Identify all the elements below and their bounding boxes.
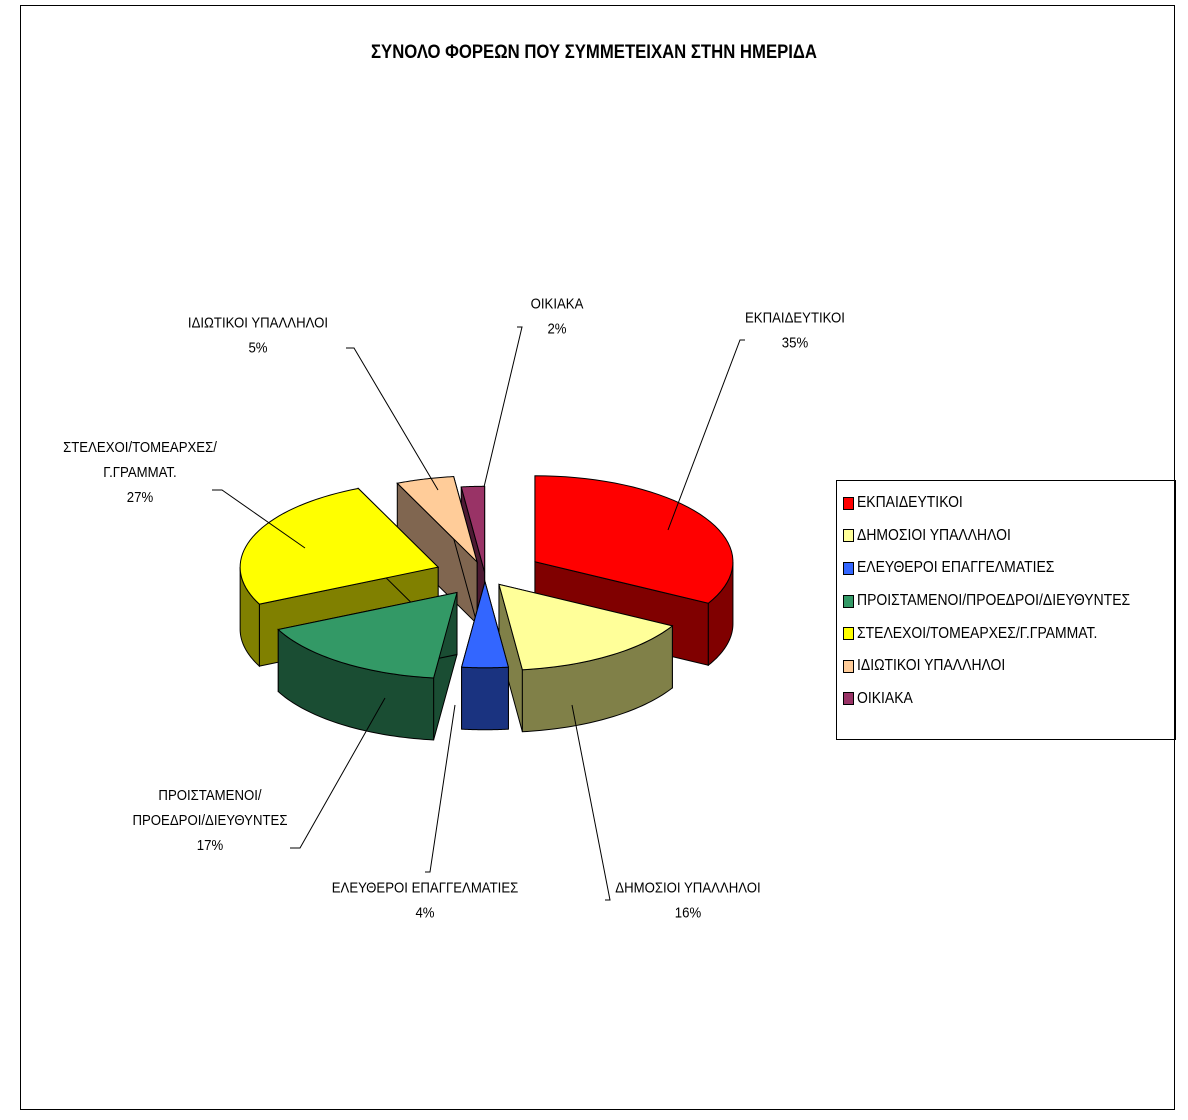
data-label-text: ΔΗΜΟΣΙΟΙ ΥΠΑΛΛΗΛΟΙ (615, 879, 760, 896)
leader-line (667, 339, 745, 531)
data-label: ΙΔΙΩΤΙΚΟΙ ΥΠΑΛΛΗΛΟΙ 5% (188, 314, 439, 491)
data-label-text: ΠΡΟΙΣΤΑΜΕΝΟΙ/ (158, 786, 261, 803)
data-label-text: ΕΚΠΑΙΔΕΥΤΙΚΟΙ (745, 309, 845, 326)
legend-swatch (843, 529, 854, 543)
data-label-text: ΙΔΙΩΤΙΚΟΙ ΥΠΑΛΛΗΛΟΙ (188, 314, 328, 331)
legend-label: ΠΡΟΙΣΤΑΜΕΝΟΙ/ΠΡΟΕΔΡΟΙ/ΔΙΕΥΘΥΝΤΕΣ (857, 592, 1131, 610)
pie-slice (396, 476, 479, 626)
data-label-text: ΕΛΕΥΘΕΡΟΙ ΕΠΑΓΓΕΛΜΑΤΙΕΣ (332, 879, 519, 896)
chart-frame (20, 5, 1175, 1110)
legend-swatch (843, 496, 854, 510)
leader-line (346, 347, 439, 491)
data-label-text: ΣΤΕΛΕΧΟΙ/ΤΟΜΕΑΡΧΕΣ/ (63, 438, 217, 455)
legend-label: ΣΤΕΛΕΧΟΙ/ΤΟΜΕΑΡΧΕΣ/Γ.ΓΡΑΜΜΑΤ. (857, 624, 1098, 642)
legend-label: ΕΚΠΑΙΔΕΥΤΙΚΟΙ (857, 494, 963, 512)
leader-line (425, 704, 456, 873)
data-label-text: 4% (415, 904, 434, 921)
data-label-text: 35% (782, 334, 809, 351)
legend-item: ΙΔΙΩΤΙΚΟΙ ΥΠΑΛΛΗΛΟΙ (843, 650, 1175, 683)
data-label-text: 5% (248, 339, 267, 356)
data-label-text: 17% (197, 836, 224, 853)
data-label: ΟΙΚΙΑΚΑ 2% (483, 295, 584, 488)
legend-item: ΣΤΕΛΕΧΟΙ/ΤΟΜΕΑΡΧΕΣ/Γ.ΓΡΑΜΜΑΤ. (843, 617, 1175, 650)
legend-swatch (843, 594, 854, 608)
legend-label: ΕΛΕΥΘΕΡΟΙ ΕΠΑΓΓΕΛΜΑΤΙΕΣ (857, 559, 1055, 577)
legend-swatch (843, 659, 854, 673)
data-label: ΔΗΜΟΣΙΟΙ ΥΠΑΛΛΗΛΟΙ 16% (571, 704, 761, 921)
chart-title: ΣΥΝΟΛΟ ΦΟΡΕΩΝ ΠΟΥ ΣΥΜΜΕΤΕΙΧΑΝ ΣΤΗΝ ΗΜΕΡΙ… (371, 42, 817, 63)
leader-line (483, 326, 523, 488)
legend-label: ΔΗΜΟΣΙΟΙ ΥΠΑΛΛΗΛΟΙ (857, 526, 1011, 544)
legend-item: ΔΗΜΟΣΙΟΙ ΥΠΑΛΛΗΛΟΙ (843, 520, 1175, 553)
legend-label: ΟΙΚΙΑΚΑ (857, 689, 913, 707)
data-label-text: ΟΙΚΙΑΚΑ (531, 295, 584, 312)
pie-slice (460, 579, 510, 731)
data-label-text: 2% (547, 320, 566, 337)
leader-line (212, 489, 306, 549)
chart-legend: ΕΚΠΑΙΔΕΥΤΙΚΟΙ ΔΗΜΟΣΙΟΙ ΥΠΑΛΛΗΛΟΙ ΕΛΕΥΘΕΡΟΙ… (836, 480, 1176, 740)
data-label-text: Γ.ΓΡΑΜΜΑΤ. (103, 463, 176, 480)
data-label-text: 16% (675, 904, 702, 921)
data-label-text: 27% (127, 488, 154, 505)
pie-slice (277, 591, 458, 741)
legend-item: ΟΙΚΙΑΚΑ (843, 683, 1175, 716)
leader-line (290, 697, 386, 849)
legend-swatch (843, 627, 854, 641)
legend-item: ΕΛΕΥΘΕΡΟΙ ΕΠΑΓΓΕΛΜΑΤΙΕΣ (843, 552, 1175, 585)
legend-item: ΕΚΠΑΙΔΕΥΤΙΚΟΙ (843, 487, 1175, 520)
data-label: ΠΡΟΙΣΤΑΜΕΝΟΙ/ΠΡΟΕΔΡΟΙ/ΔΙΕΥΘΥΝΤΕΣ 17% (133, 697, 386, 853)
data-label: ΕΚΠΑΙΔΕΥΤΙΚΟΙ 35% (667, 309, 845, 531)
legend-label: ΙΔΙΩΤΙΚΟΙ ΥΠΑΛΛΗΛΟΙ (857, 657, 1006, 675)
legend-swatch (843, 692, 854, 706)
data-label: ΕΛΕΥΘΕΡΟΙ ΕΠΑΓΓΕΛΜΑΤΙΕΣ 4% (332, 704, 519, 921)
data-label: ΣΤΕΛΕΧΟΙ/ΤΟΜΕΑΡΧΕΣ/Γ.ΓΡΑΜΜΑΤ. 27% (63, 438, 306, 549)
legend-swatch (843, 561, 854, 575)
data-label-text: ΠΡΟΕΔΡΟΙ/ΔΙΕΥΘΥΝΤΕΣ (133, 811, 288, 828)
leader-line (571, 704, 611, 901)
legend-item: ΠΡΟΙΣΤΑΜΕΝΟΙ/ΠΡΟΕΔΡΟΙ/ΔΙΕΥΘΥΝΤΕΣ (843, 585, 1175, 618)
pie-slice (498, 583, 674, 733)
